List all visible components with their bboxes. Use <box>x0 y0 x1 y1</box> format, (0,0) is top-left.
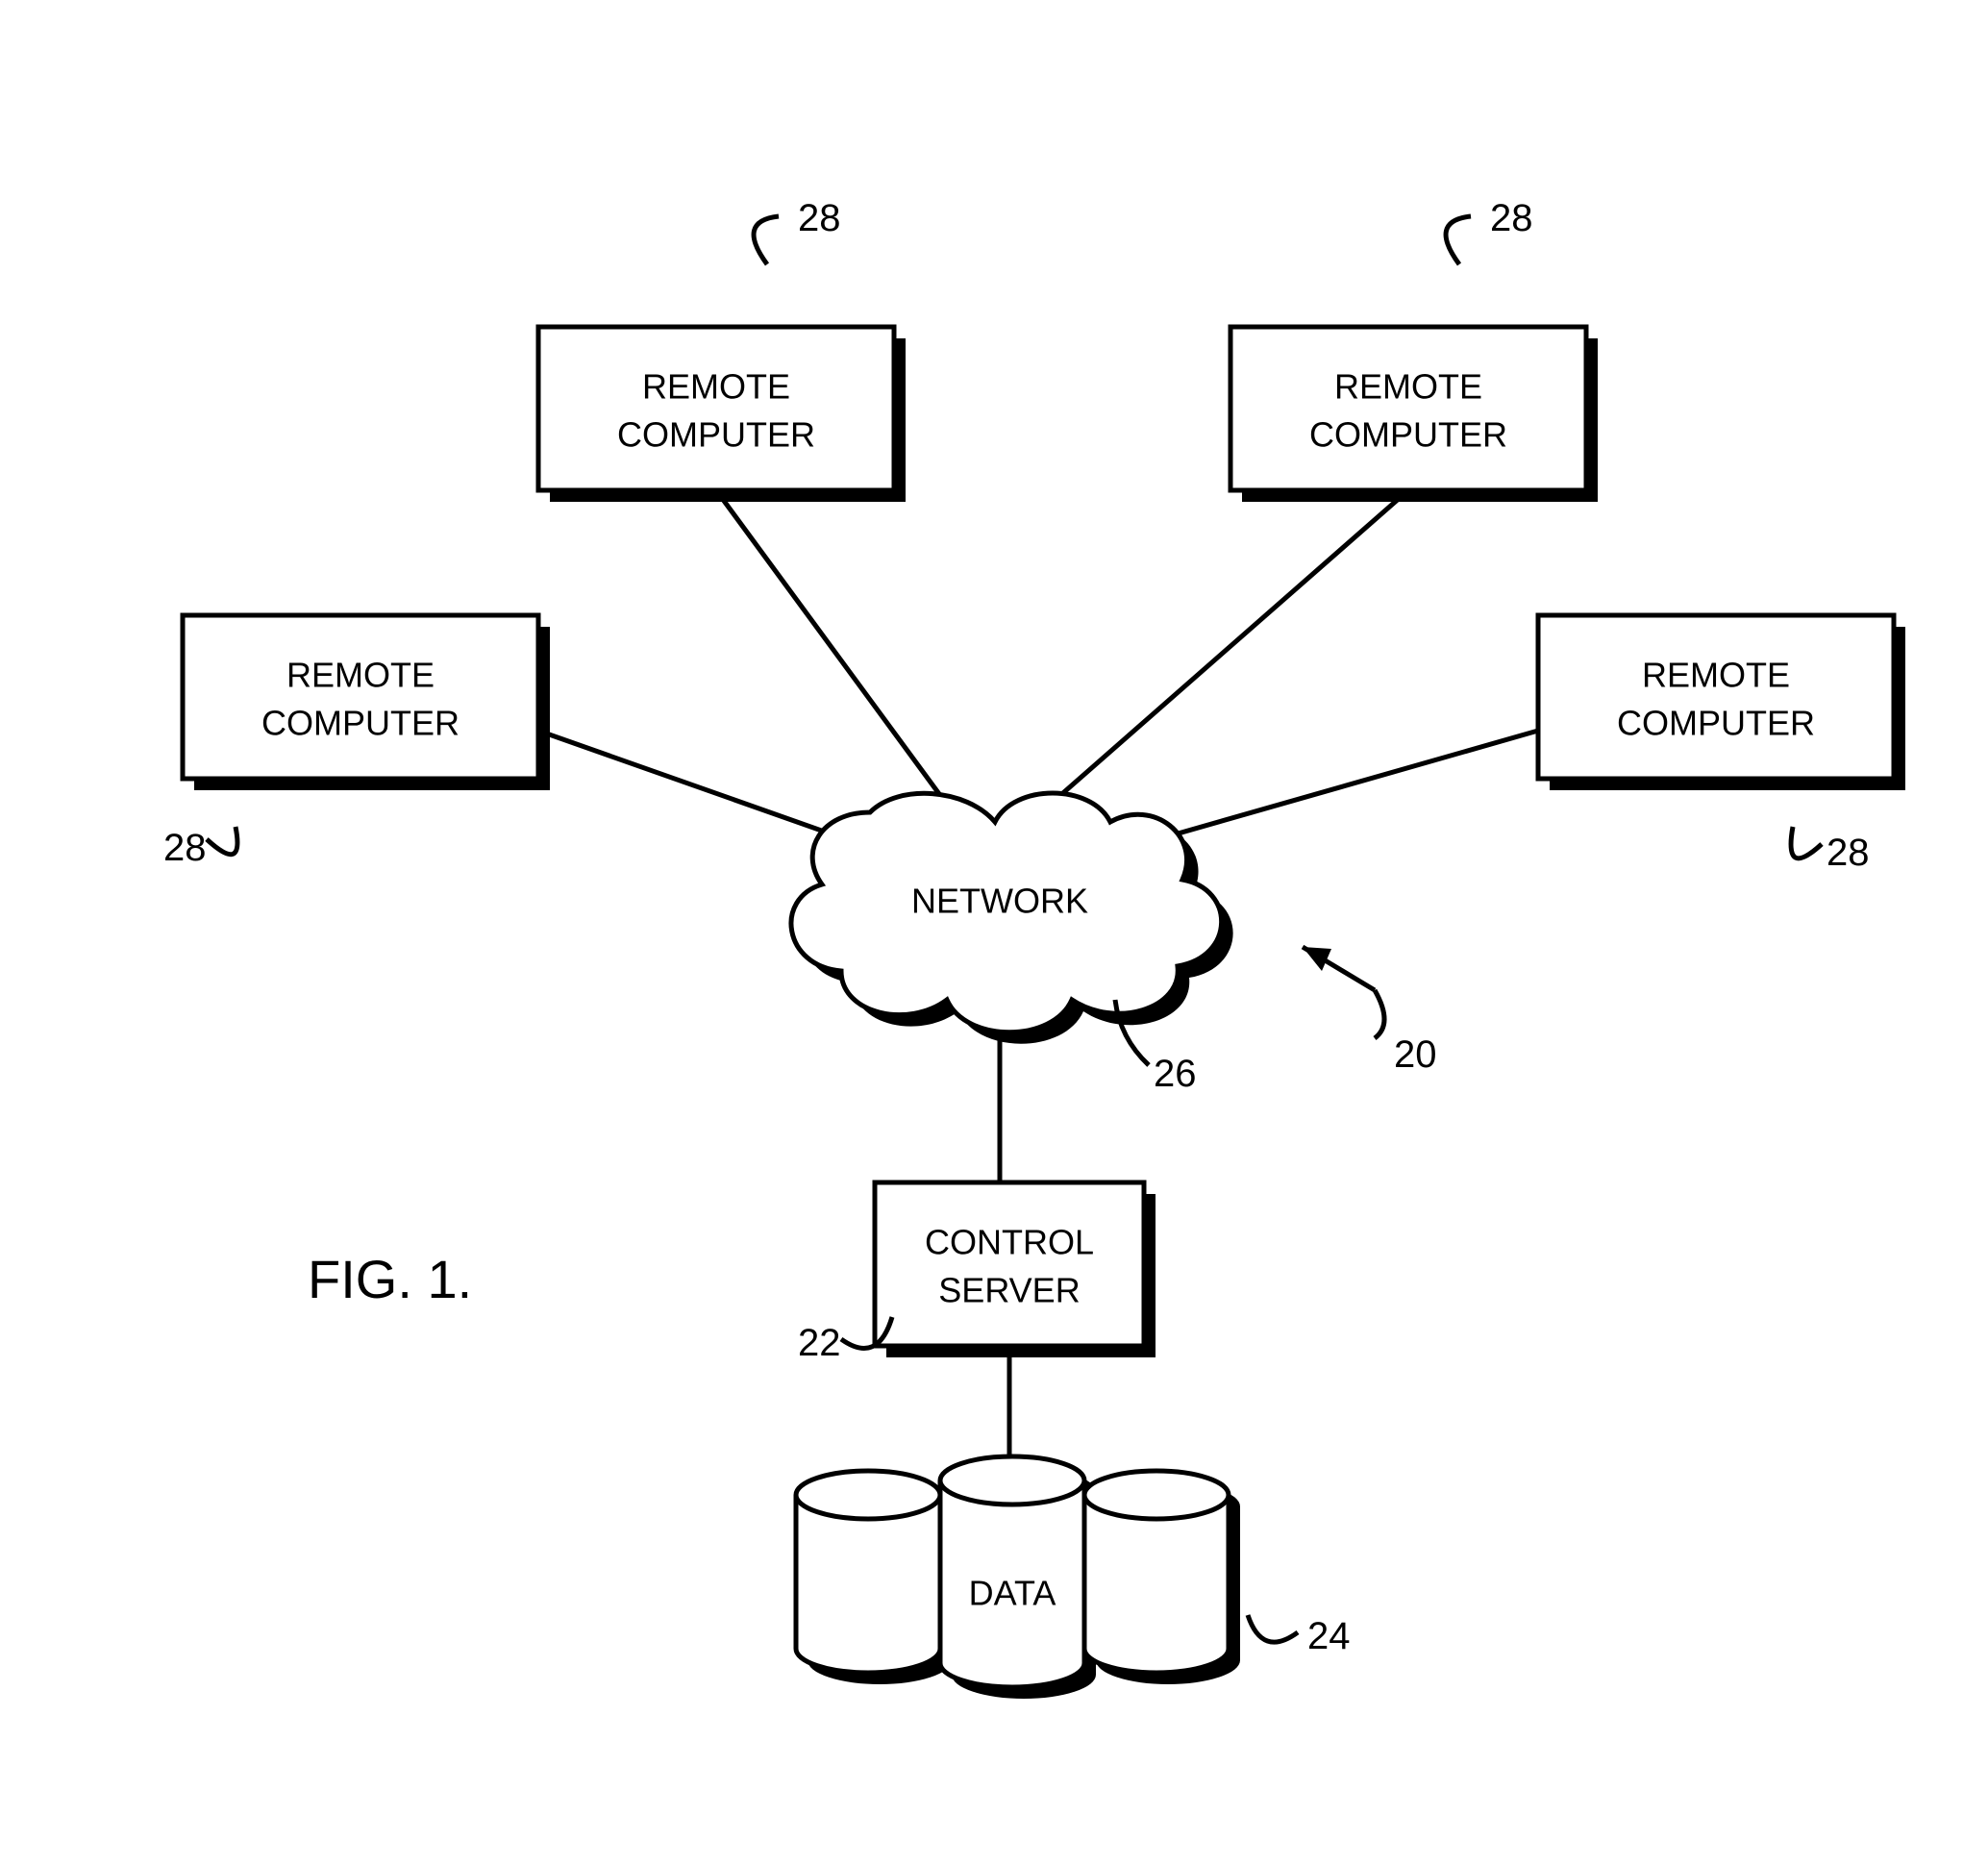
node-network: NETWORK 26 <box>791 793 1233 1095</box>
edge-remote-tl-network <box>716 490 942 798</box>
leader-remote-mr <box>1791 827 1822 858</box>
box <box>183 615 538 779</box>
refnum-control: 22 <box>798 1322 841 1364</box>
edge-remote-ml-network <box>538 731 865 846</box>
network-label: NETWORK <box>911 882 1088 921</box>
refnum-data: 24 <box>1307 1615 1351 1657</box>
remote-mr-label-2: COMPUTER <box>1617 704 1815 743</box>
remote-ml-label-2: COMPUTER <box>261 704 460 743</box>
node-remote-mr: REMOTE COMPUTER 28 <box>1538 615 1905 874</box>
leader-remote-tr <box>1446 216 1471 264</box>
node-remote-tl: REMOTE COMPUTER 28 <box>538 197 906 502</box>
remote-mr-label-1: REMOTE <box>1642 656 1790 695</box>
refnum-remote-tl: 28 <box>798 197 841 239</box>
box <box>538 327 894 490</box>
edge-remote-mr-network <box>1134 731 1538 846</box>
node-remote-ml: REMOTE COMPUTER 28 <box>163 615 550 869</box>
box <box>1538 615 1894 779</box>
edge-remote-tr-network <box>1057 490 1408 798</box>
remote-ml-label-1: REMOTE <box>286 656 435 695</box>
refnum-system: 20 <box>1394 1033 1437 1076</box>
node-control: CONTROL SERVER 22 <box>798 1182 1156 1364</box>
system-ref: 20 <box>1303 947 1437 1076</box>
refnum-remote-ml: 28 <box>163 827 207 869</box>
leader-remote-tl <box>754 216 779 264</box>
control-label-1: CONTROL <box>925 1223 1094 1262</box>
leader-remote-ml <box>207 827 237 855</box>
figure-title: FIG. 1. <box>308 1249 472 1309</box>
data-label: DATA <box>969 1574 1056 1613</box>
leader-data <box>1248 1615 1298 1642</box>
refnum-remote-tr: 28 <box>1490 197 1533 239</box>
remote-tr-label-2: COMPUTER <box>1309 415 1507 455</box>
node-data: DATA 24 <box>796 1456 1351 1699</box>
remote-tl-label-1: REMOTE <box>642 367 790 407</box>
box <box>875 1182 1144 1346</box>
node-remote-tr: REMOTE COMPUTER 28 <box>1230 197 1598 502</box>
box <box>1230 327 1586 490</box>
refnum-remote-mr: 28 <box>1826 832 1870 874</box>
remote-tl-label-2: COMPUTER <box>617 415 815 455</box>
remote-tr-label-1: REMOTE <box>1334 367 1482 407</box>
network-diagram: REMOTE COMPUTER 28 REMOTE COMPUTER 28 RE… <box>0 0 1988 1865</box>
control-label-2: SERVER <box>938 1271 1080 1310</box>
refnum-network: 26 <box>1154 1053 1197 1095</box>
